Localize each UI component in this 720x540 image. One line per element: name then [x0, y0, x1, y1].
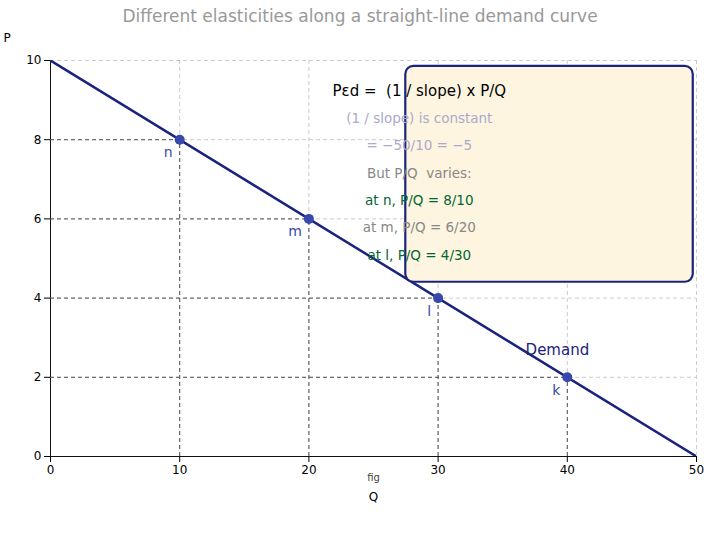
html-text:Different elasticities along a: Different elasticities along a straight-… — [122, 6, 598, 26]
svg-text:10: 10 — [26, 53, 41, 67]
svg-text:4: 4 — [34, 291, 42, 305]
svg-text:8: 8 — [34, 133, 42, 147]
svg-text:k: k — [552, 382, 561, 398]
svg-text:= −50/10 = −5: = −50/10 = −5 — [366, 137, 472, 153]
svg-text:But P/Q varies:: But P/Q varies: — [367, 165, 472, 181]
svg-text:30: 30 — [430, 463, 445, 477]
svg-text:(1 / slope) is constant: (1 / slope) is constant — [346, 110, 492, 126]
svg-text:0: 0 — [34, 449, 42, 463]
svg-text:n: n — [164, 144, 173, 160]
svg-text:0: 0 — [47, 463, 55, 477]
svg-text:10: 10 — [172, 463, 187, 477]
svg-text:m: m — [288, 223, 302, 239]
svg-text:P: P — [4, 31, 11, 45]
svg-text:Pεd = (1 / slope) x P/Q: Pεd = (1 / slope) x P/Q — [332, 82, 506, 100]
svg-text:fig: fig — [367, 472, 380, 483]
svg-text:Q: Q — [369, 490, 378, 504]
svg-text:at m, P/Q = 6/20: at m, P/Q = 6/20 — [363, 219, 476, 235]
svg-text:50: 50 — [689, 463, 704, 477]
svg-text:at n, P/Q = 8/10: at n, P/Q = 8/10 — [365, 192, 474, 208]
svg-text:2: 2 — [34, 370, 42, 384]
svg-text:at l, P/Q = 4/30: at l, P/Q = 4/30 — [367, 247, 471, 263]
svg-text:40: 40 — [560, 463, 575, 477]
svg-text:6: 6 — [34, 212, 42, 226]
svg-text:Demand: Demand — [526, 341, 590, 359]
svg-text:l: l — [427, 303, 431, 319]
svg-text:20: 20 — [301, 463, 316, 477]
